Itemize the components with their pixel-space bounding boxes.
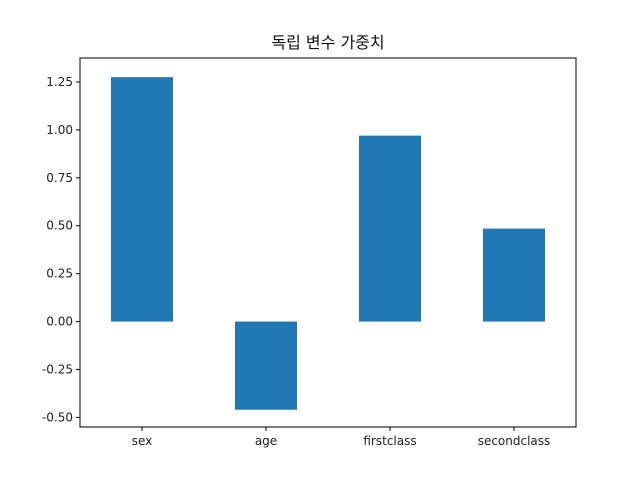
y-tick-label: 0.25 — [46, 267, 73, 281]
y-tick-label: 0.75 — [46, 171, 73, 185]
y-tick-label: -0.25 — [42, 362, 73, 376]
x-tick-label: sex — [132, 434, 153, 448]
y-tick-label: 1.00 — [46, 123, 73, 137]
y-tick-label: 0.00 — [46, 315, 73, 329]
x-tick-label: secondclass — [478, 434, 551, 448]
plot-frame — [79, 57, 577, 428]
bars-group — [111, 77, 545, 410]
x-tick-label: firstclass — [363, 434, 416, 448]
bar-sex — [111, 77, 173, 322]
y-tick-label: 0.50 — [46, 219, 73, 233]
x-axis: sex age firstclass secondclass — [132, 427, 551, 448]
bar-secondclass — [483, 228, 545, 322]
y-tick-label: -0.50 — [42, 410, 73, 424]
chart-title: 독립 변수 가중치 — [271, 33, 384, 52]
x-tick-label: age — [255, 434, 277, 448]
y-tick-label: 1.25 — [46, 75, 73, 89]
bar-age — [235, 321, 297, 410]
bar-firstclass — [359, 135, 421, 322]
y-axis: -0.50 -0.25 0.00 0.25 0.50 0.75 1.00 1.25 — [42, 75, 80, 424]
